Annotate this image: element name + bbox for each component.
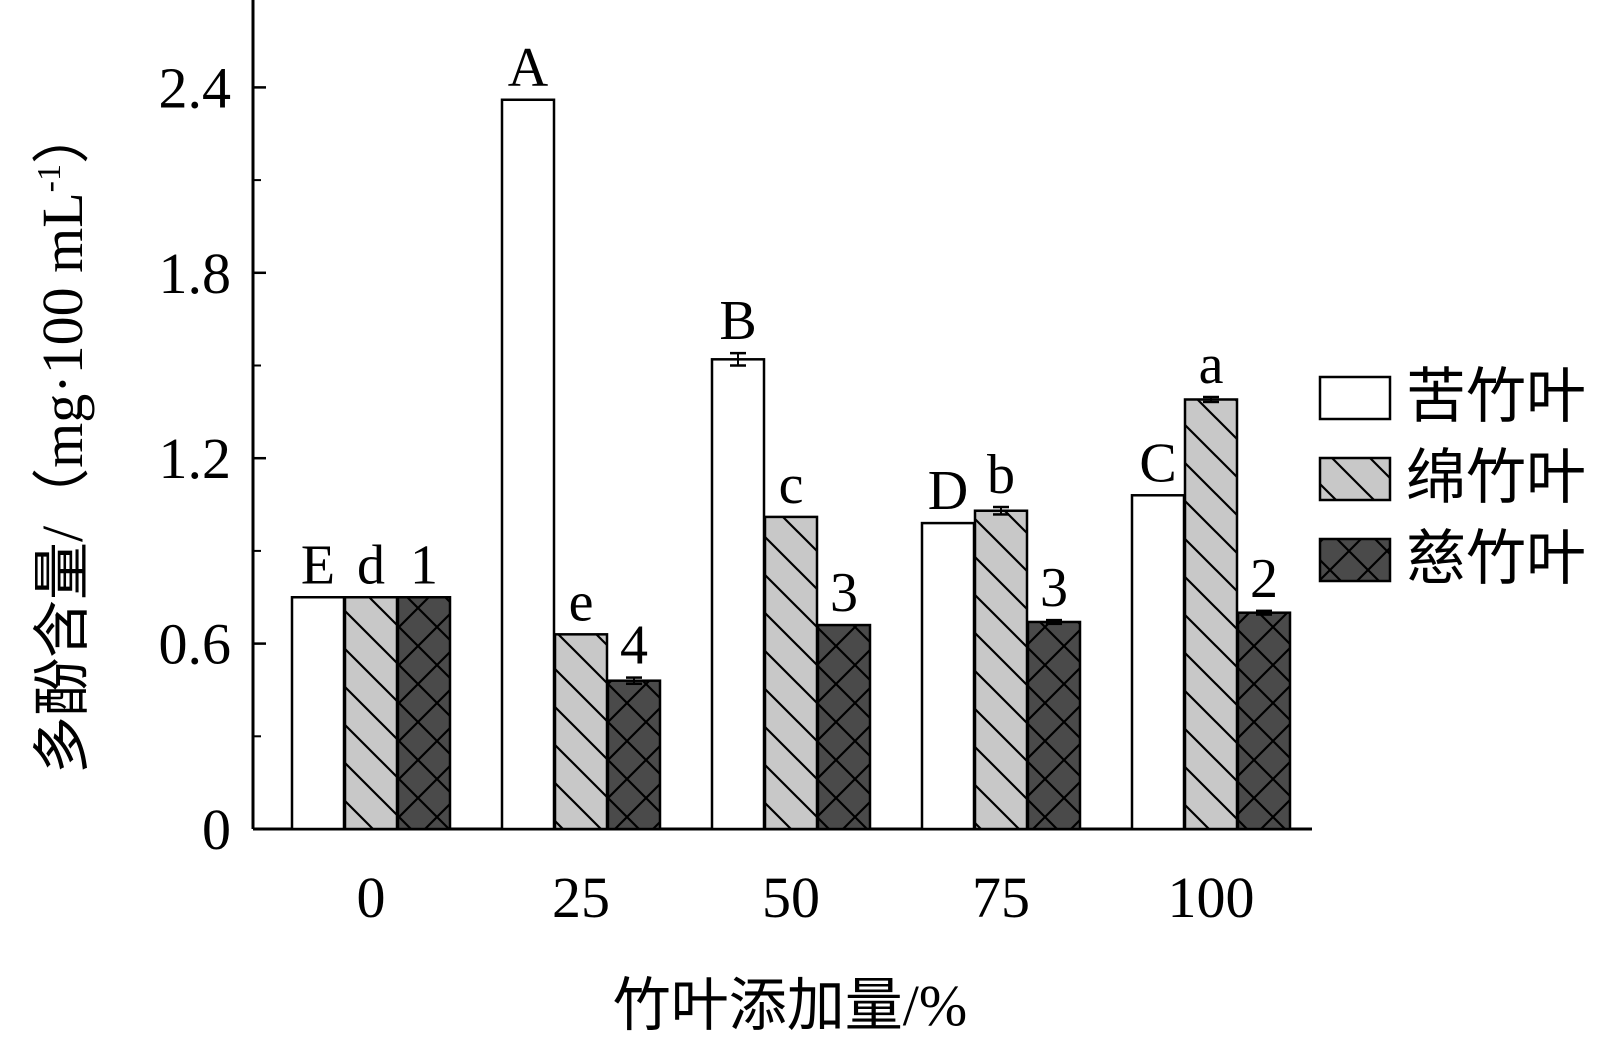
significance-label: 4 — [620, 615, 648, 677]
significance-label: A — [508, 37, 549, 99]
bar-1 — [500, 98, 556, 831]
bar-2 — [973, 509, 1029, 831]
x-tick-label: 50 — [762, 865, 820, 930]
bar-2 — [553, 633, 609, 831]
y-tick-label: 0 — [202, 797, 231, 862]
significance-label: B — [719, 290, 756, 352]
bar-3 — [606, 679, 662, 831]
y-tick-label: 2.4 — [159, 55, 232, 120]
significance-label: C — [1139, 432, 1176, 494]
y-tick-label: 1.2 — [159, 426, 232, 491]
y-axis-title-main: 多酚含量/（mg·100 mL — [30, 192, 95, 774]
x-axis-title: 竹叶添加量/% — [613, 973, 967, 1038]
significance-label: d — [357, 534, 385, 596]
bar-2 — [1183, 398, 1239, 831]
legend-item-3: 慈竹叶 — [1318, 526, 1586, 592]
significance-label: b — [987, 444, 1015, 506]
bar-1 — [710, 358, 766, 831]
bar-3 — [396, 596, 452, 831]
y-axis-title: 多酚含量/（mg·100 mL-1） — [30, 106, 95, 774]
significance-label: D — [928, 460, 968, 522]
bar-3 — [816, 623, 872, 831]
significance-label: 3 — [830, 562, 858, 624]
legend-item-2: 绵竹叶 — [1318, 445, 1586, 511]
bar-2 — [343, 596, 399, 831]
y-tick-label: 1.8 — [159, 241, 232, 306]
significance-label: c — [779, 454, 804, 516]
y-axis-title-close: ） — [30, 106, 95, 164]
bar-3 — [1026, 620, 1082, 831]
x-tick-label: 75 — [972, 865, 1030, 930]
bar-2 — [763, 515, 819, 831]
legend-label: 绵竹叶 — [1406, 445, 1586, 511]
bar-1 — [920, 521, 976, 831]
y-axis-title-superscript: -1 — [31, 164, 68, 192]
significance-label: E — [301, 534, 335, 596]
significance-label: 3 — [1040, 557, 1068, 619]
significance-label: a — [1199, 334, 1224, 396]
x-tick-label: 0 — [357, 865, 386, 930]
y-tick-label: 0.6 — [159, 612, 232, 677]
legend-swatch — [1318, 375, 1392, 421]
legend-swatch — [1318, 537, 1392, 583]
legend-item-1: 苦竹叶 — [1318, 364, 1586, 430]
bar-3 — [1236, 611, 1292, 831]
significance-label: e — [569, 571, 594, 633]
bar-1 — [1130, 494, 1186, 831]
significance-label: 1 — [410, 534, 438, 596]
legend-label: 慈竹叶 — [1406, 526, 1586, 592]
significance-label: 2 — [1250, 548, 1278, 610]
bar-1 — [290, 596, 346, 831]
legend-label: 苦竹叶 — [1406, 364, 1586, 430]
legend-swatch — [1318, 456, 1392, 502]
x-tick-label: 100 — [1168, 865, 1255, 930]
x-tick-label: 25 — [552, 865, 610, 930]
